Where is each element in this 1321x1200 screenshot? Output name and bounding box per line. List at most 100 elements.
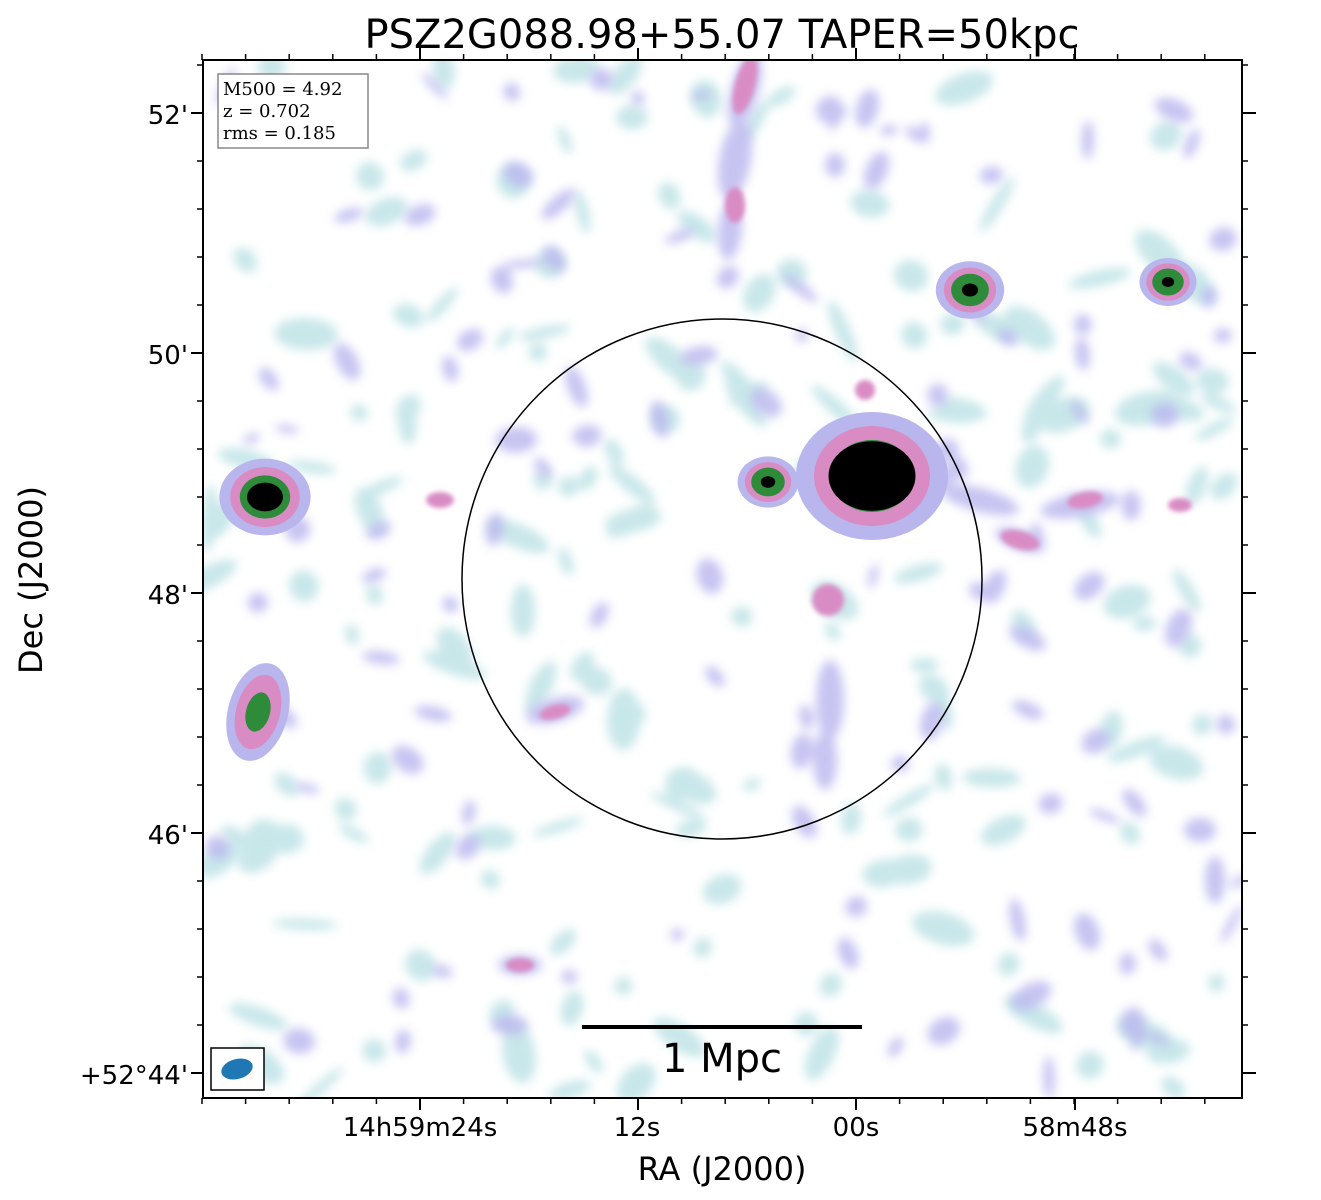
emission-blob <box>1081 120 1095 160</box>
emission-filament <box>941 484 1019 516</box>
beam-indicator <box>210 1047 265 1091</box>
emission-blob <box>532 817 584 837</box>
emission-blob <box>1119 952 1136 975</box>
emission-blob <box>675 819 707 837</box>
emission-blob <box>631 90 645 106</box>
emission-blob <box>570 651 595 681</box>
emission-blob <box>289 570 319 602</box>
info-box: M500 = 4.92 z = 0.702 rms = 0.185 <box>217 73 369 149</box>
emission-blob <box>731 606 753 627</box>
axis-ticks <box>191 48 1256 1110</box>
emission-blob <box>804 1026 839 1080</box>
emission-blob <box>334 207 364 223</box>
emission-filament <box>404 204 436 226</box>
emission-blob <box>1009 625 1046 651</box>
emission-blob <box>1172 568 1201 613</box>
emission-blob <box>867 564 879 589</box>
emission-blob <box>362 651 400 665</box>
source-core <box>760 476 776 488</box>
emission-blob <box>798 704 814 730</box>
x-tick-label: 00s <box>833 1113 880 1143</box>
emission-blob <box>495 327 514 349</box>
emission-blob <box>534 457 553 478</box>
emission-blob <box>1213 328 1232 343</box>
emission-blob <box>362 1039 386 1063</box>
emission-peak <box>539 704 571 720</box>
emission-blob <box>549 928 577 956</box>
emission-blob <box>558 547 574 576</box>
emission-blob <box>1152 362 1195 396</box>
emission-blob <box>918 674 950 703</box>
emission-blob <box>1004 305 1055 351</box>
emission-blob <box>1161 1076 1186 1098</box>
emission-blob <box>274 772 299 797</box>
emission-blob <box>480 869 500 890</box>
emission-blob <box>221 825 264 859</box>
source-core <box>828 441 916 511</box>
emission-blob <box>920 702 944 741</box>
scale-bar: 1 Mpc <box>582 1025 862 1082</box>
emission-blob <box>1209 227 1237 252</box>
emission-blob <box>1183 128 1200 159</box>
x-tick-label: 14h59m24s <box>343 1113 498 1143</box>
x-tick-label: 12s <box>614 1113 661 1143</box>
emission-blob <box>578 466 598 491</box>
source-peak <box>245 692 271 732</box>
emission-blob <box>1195 417 1234 441</box>
emission-blob <box>1074 913 1101 951</box>
emission-blob <box>561 969 578 984</box>
emission-blob <box>228 1003 288 1030</box>
emission-blob <box>1024 375 1065 425</box>
emission-blob <box>1074 571 1105 601</box>
emission-blob <box>560 990 584 1026</box>
emission-blob <box>295 783 320 794</box>
emission-blob <box>863 151 890 190</box>
x-tick-label: 58m48s <box>1022 1113 1127 1143</box>
emission-blob <box>1099 429 1122 449</box>
emission-blob <box>927 1016 960 1045</box>
emission-blob <box>1144 1031 1170 1046</box>
emission-blob <box>790 733 814 769</box>
emission-blob <box>1076 1051 1104 1079</box>
emission-blob <box>883 784 934 817</box>
emission-blob <box>1149 745 1204 781</box>
emission-blob <box>203 559 237 595</box>
emission-blob <box>502 259 543 269</box>
emission-blob <box>1107 735 1166 763</box>
emission-blob <box>783 274 818 303</box>
emission-blob <box>666 768 717 805</box>
emission-blob <box>431 964 453 978</box>
x-axis-label: RA (J2000) <box>638 1150 807 1188</box>
emission-blob <box>893 260 929 292</box>
emission-blob <box>1070 400 1089 424</box>
emission-blob <box>366 584 383 606</box>
emission-blob <box>205 835 230 860</box>
emission-blob <box>574 190 591 234</box>
emission-blob <box>608 465 656 504</box>
emission-blob <box>1120 821 1140 845</box>
emission-blob <box>1191 713 1213 735</box>
emission-blob <box>525 661 557 713</box>
emission-blob <box>927 383 948 407</box>
emission-blob <box>979 166 1004 184</box>
emission-blob <box>333 343 361 381</box>
emission-blob <box>543 245 566 272</box>
diffuse-emission-low <box>203 60 1238 1098</box>
emission-blob <box>1179 351 1202 371</box>
emission-blob <box>1185 466 1208 506</box>
emission-blob <box>1200 394 1236 413</box>
info-redshift: z = 0.702 <box>223 101 311 122</box>
emission-blob <box>650 792 706 820</box>
emission-blob <box>354 487 385 534</box>
emission-blob <box>1038 793 1063 814</box>
emission-blob <box>365 197 408 227</box>
emission-blob <box>1043 1056 1055 1098</box>
emission-blob <box>827 300 858 362</box>
emission-blob <box>696 558 724 594</box>
emission-peak <box>732 60 758 115</box>
emission-blob <box>1165 608 1193 648</box>
emission-blob <box>982 570 1007 604</box>
emission-blob <box>1201 286 1218 308</box>
emission-blob <box>294 1067 344 1098</box>
emission-blob <box>791 805 817 839</box>
